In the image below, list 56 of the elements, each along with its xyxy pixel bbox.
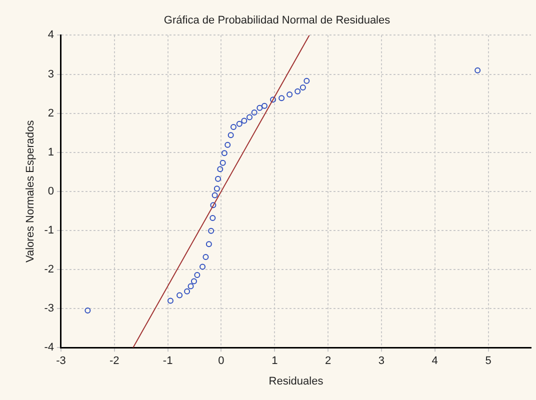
- y-tick-label: -3: [44, 302, 54, 315]
- point: [294, 88, 301, 94]
- x-tick-label: -1: [162, 355, 173, 368]
- point: [215, 176, 222, 182]
- point: [220, 160, 226, 166]
- x-tick-label: -3: [56, 355, 66, 368]
- point: [261, 102, 268, 109]
- x-tick-label: -2: [110, 355, 120, 368]
- point: [208, 228, 214, 234]
- y-tick-label: -2: [44, 264, 54, 276]
- chart-title: Gráfica de Probabilidad Normal de Residuales: [164, 14, 391, 27]
- x-tick-label: 0: [218, 355, 224, 368]
- point: [184, 288, 190, 294]
- y-tick-label: 4: [48, 29, 54, 42]
- point: [304, 78, 310, 84]
- x-tick-label: 1: [272, 355, 278, 368]
- point: [214, 186, 220, 192]
- point: [256, 104, 263, 111]
- y-axis-title: Valores Normales Esperados: [24, 120, 37, 263]
- point: [176, 292, 183, 298]
- point: [224, 142, 231, 148]
- x-tick-label: 3: [378, 355, 385, 368]
- point: [210, 214, 216, 221]
- point: [241, 118, 248, 124]
- point: [251, 110, 258, 116]
- point: [212, 192, 218, 198]
- y-tick-label: 3: [48, 68, 54, 80]
- point: [474, 67, 481, 74]
- y-tick-label: 0: [48, 185, 54, 198]
- point: [202, 254, 209, 260]
- point: [84, 308, 91, 314]
- point: [194, 272, 200, 278]
- point: [200, 264, 206, 270]
- point: [206, 241, 212, 248]
- x-tick-label: 4: [432, 355, 438, 368]
- point: [286, 92, 293, 98]
- point: [236, 120, 242, 127]
- point: [217, 166, 224, 172]
- point: [188, 283, 194, 290]
- point: [270, 96, 276, 103]
- y-tick-label: -4: [44, 342, 54, 354]
- point: [210, 202, 216, 208]
- y-tick-label: 2: [48, 107, 54, 120]
- point: [190, 278, 197, 284]
- x-tick-label: 2: [324, 355, 332, 368]
- point: [230, 124, 236, 130]
- y-tick-label: 1: [48, 146, 54, 158]
- point: [300, 84, 306, 91]
- y-tick-label: -1: [44, 224, 54, 236]
- point: [221, 150, 228, 156]
- x-tick-label: 5: [485, 355, 492, 368]
- point: [167, 298, 174, 304]
- point: [228, 132, 234, 138]
- x-axis-title: Residuales: [268, 375, 324, 388]
- point: [246, 114, 253, 120]
- point: [278, 95, 285, 102]
